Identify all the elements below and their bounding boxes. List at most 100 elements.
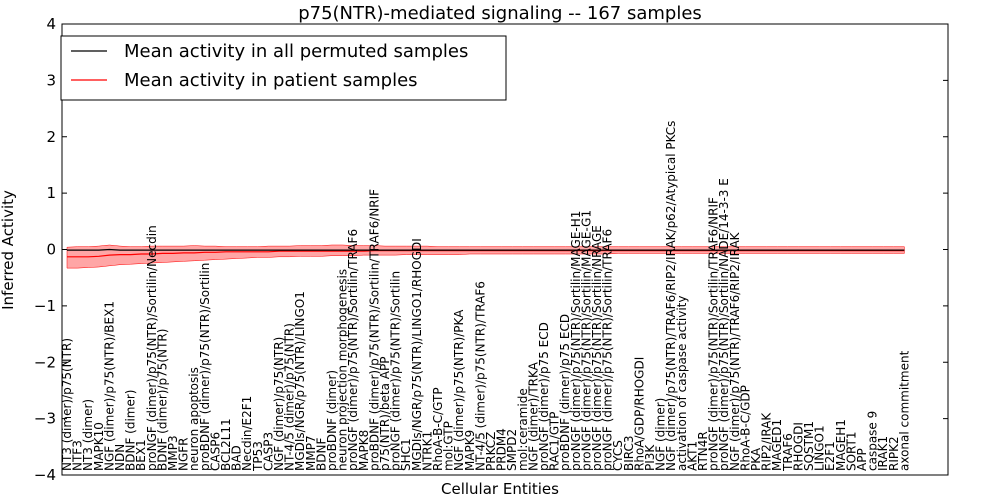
- plot-frame: [61, 23, 949, 476]
- x-category-label: IRAK1: [876, 436, 890, 471]
- x-category-label: MAGED1: [770, 419, 784, 471]
- x-category-label: NTF3: [71, 440, 85, 471]
- x-category-label: proBDNF (dimer): [325, 370, 339, 471]
- legend-label-patient: Mean activity in patient samples: [124, 70, 418, 91]
- x-axis-title: Cellular Entities: [441, 480, 559, 498]
- x-category-label: BDNF: [314, 438, 328, 471]
- x-category-label: axonal commitment: [897, 350, 911, 471]
- x-category-label: PRKCZ: [484, 432, 498, 471]
- legend-box: [60, 35, 507, 101]
- x-category-label: NT3 (dimer)/p75(NTR): [60, 338, 74, 471]
- x-category-label: RhoA-B-C/GDP: [738, 385, 752, 471]
- legend-label-permuted: Mean activity in all permuted samples: [124, 41, 468, 62]
- x-category-label: PKA: [749, 447, 763, 471]
- x-category-label: CASP6: [208, 432, 222, 471]
- x-category-label: proNGF (dimer)/p75(NTR)/Sortilin/Necdin: [145, 225, 159, 471]
- x-category-label: proBDNF (dimer)/p75(NTR)/Sortilin: [198, 263, 212, 471]
- x-category-label: RTN4R: [696, 431, 710, 471]
- x-category-label: RhoA/GDP/RHOGDI: [632, 357, 646, 471]
- x-category-label: TRAF6: [781, 433, 795, 472]
- x-category-label: proNGF (dimer)/p75(NTR)/Sortilin/MAGE-G1: [579, 210, 593, 471]
- x-category-label: proNGF (dimer)/p75 ECD: [537, 322, 551, 471]
- x-category-label: MAPK9: [463, 430, 477, 471]
- x-category-label: proNGF (dimer)/p75(NTR)/Sortilin/NRAGE: [590, 225, 604, 471]
- x-category-label: neuron projection morphogenesis: [336, 269, 350, 471]
- x-category-label: proBDNF (dimer)/p75 ECD: [558, 314, 572, 471]
- x-category-label: NT-4/5 (dimer)/p75(NTR): [283, 323, 297, 471]
- x-category-label: p75(NTR)/beta APP: [378, 357, 392, 472]
- x-category-label: caspase 9: [866, 411, 880, 471]
- x-category-label: TP53: [251, 441, 265, 472]
- x-category-label: RHOGDI: [791, 422, 805, 471]
- y-tick-label: −3: [34, 410, 56, 428]
- x-category-label: proNGF (dimer)/p75(NTR)/Sortilin/TRAF6: [601, 229, 615, 471]
- x-category-label: LINGO1: [813, 425, 827, 471]
- x-category-label: BCL2L11: [219, 418, 233, 471]
- x-category-label: BAD: [230, 445, 244, 471]
- x-category-label: BDNF (dimer)/p75(NTR): [155, 329, 169, 471]
- x-category-label: NDN: [113, 444, 127, 471]
- x-category-label: NGF (dimer): [654, 398, 668, 471]
- x-category-label: MMP3: [166, 435, 180, 471]
- x-category-label: MAGEH1: [834, 419, 848, 471]
- legend: Mean activity in all permuted samples Me…: [60, 35, 507, 101]
- x-category-label: NGF (dimer)/p75(NTR)/PKA: [452, 309, 466, 471]
- x-category-label: BIRC3: [622, 435, 636, 471]
- x-category-label: Necdin/E2F1: [240, 396, 254, 471]
- x-category-label: activation of caspase activity: [675, 296, 689, 471]
- x-category-label: BDNF (dimer): [124, 390, 138, 472]
- y-tick-label: −1: [34, 297, 56, 315]
- x-category-label: mol:GTP: [442, 421, 456, 471]
- y-tick-label: 2: [46, 128, 56, 146]
- y-axis-title: Inferred Activity: [0, 190, 17, 310]
- x-category-label: proNGF (dimer)/p75(NTR)/Sortilin/TRAF6: [346, 229, 360, 471]
- x-category-label: MAPK8: [357, 430, 371, 471]
- x-category-label: PI3K: [643, 444, 657, 471]
- y-tick-label: 3: [46, 71, 56, 89]
- x-category-label: BEX1: [134, 439, 148, 471]
- x-category-label: NT-4/5 (dimer)/p75(NTR)/TRAF6: [473, 281, 487, 471]
- x-category-label: RAC1/GTP: [548, 412, 562, 471]
- x-category-label: proNGF (dimer)/p75(NTR)/Sortilin/NADE/14…: [717, 178, 731, 471]
- x-category-label: NGF (dimer)/p75(NTR)/BEX1: [102, 301, 116, 471]
- x-category-label: E2F1: [823, 441, 837, 471]
- x-category-label: CYCS: [611, 440, 625, 471]
- y-tick-label: 4: [46, 15, 56, 33]
- x-category-label: NGF (dimer)/TRKA: [526, 361, 540, 471]
- x-category-label: MAPK10: [92, 422, 106, 471]
- x-category-label: APP: [855, 448, 869, 471]
- x-category-label: MMP7: [304, 435, 318, 471]
- x-category-label: proBDNF (dimer)/p75(NTR)/Sortilin/TRAF6/…: [367, 189, 381, 471]
- series-layer: [67, 248, 905, 258]
- x-category-label: PRDM4: [495, 428, 509, 471]
- x-category-label: proNGF (dimer)/p75(NTR)/Sortilin: [389, 271, 403, 471]
- x-category-label: NGF (dimer)/p75(NTR)/TRAF6/RIP2/IRAK: [728, 231, 742, 471]
- x-category-label: AKT1: [685, 441, 699, 471]
- x-category-label: proNGF (dimer)/p75(NTR)/Sortilin/TRAF6/N…: [707, 197, 721, 471]
- chart-title: p75(NTR)-mediated signaling -- 167 sampl…: [298, 3, 702, 24]
- y-tick-label: −4: [34, 466, 56, 484]
- x-category-label: CASP3: [261, 432, 275, 471]
- x-category-label: proNGF (dimer)/p75(NTR)/Sortilin/MAGE-H1: [569, 211, 583, 471]
- x-category-label: neuron apoptosis: [187, 367, 201, 471]
- x-category-label: mol:ceramide: [516, 388, 530, 471]
- y-tick-label: 1: [46, 184, 56, 202]
- x-category-label: NGF (dimer)/p75(NTR)/TRAF6/RIP2/IRAK/p62…: [664, 121, 678, 471]
- x-category-label: SORT1: [844, 432, 858, 472]
- x-category-label: SMPD2: [505, 429, 519, 471]
- x-category-label: RIPK2: [887, 436, 901, 471]
- y-tick-label: 0: [46, 241, 56, 259]
- x-category-label: SHC1: [399, 438, 413, 471]
- x-category-label: MGDIs/NGR/p75(NTR)/LINGO1: [293, 291, 307, 471]
- x-category-label: RIP2/IRAK: [760, 412, 774, 471]
- x-category-label: SQSTM1: [802, 421, 816, 471]
- x-category-label: NTRK1: [420, 431, 434, 471]
- x-category-label: MGDIs/NGR/p75(NTR)/LINGO1/RHOGDI: [410, 238, 424, 471]
- x-category-label: NGFR: [177, 437, 191, 471]
- permuted-mean-line: [67, 248, 905, 251]
- x-category-label: RhoA-B-C/GTP: [431, 387, 445, 471]
- y-axis-ticks: 4 3 2 1 0 −1 −2 −3 −4: [34, 15, 948, 484]
- x-category-label: NT3 (dimer): [81, 399, 95, 471]
